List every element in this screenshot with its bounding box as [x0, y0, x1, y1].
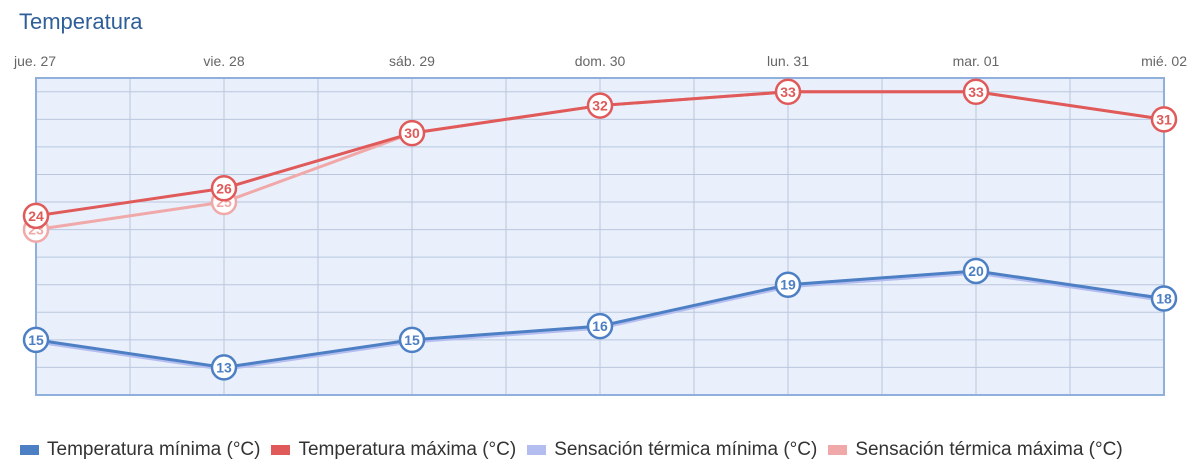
- data-label-max: 30: [404, 125, 420, 141]
- data-label-max: 32: [592, 98, 608, 114]
- legend-label-min: Temperatura mínima (°C): [47, 439, 261, 460]
- legend-label-feel-max: Sensación térmica máxima (°C): [855, 439, 1123, 460]
- point-max: [586, 92, 614, 119]
- data-label-min: 19: [780, 277, 796, 293]
- data-label-max: 33: [968, 84, 984, 100]
- point-max: [962, 78, 990, 106]
- data-label-max: 33: [780, 84, 796, 100]
- data-label-min: 18: [1156, 291, 1172, 307]
- point-min: [1150, 285, 1178, 312]
- point-max: [1150, 106, 1178, 133]
- data-label-max: 31: [1156, 111, 1172, 127]
- point-max: [774, 78, 802, 106]
- x-tick-label: mar. 01: [953, 53, 1000, 69]
- legend-label-max: Temperatura máxima (°C): [298, 439, 517, 460]
- x-tick-label: vie. 28: [203, 53, 244, 69]
- point-max: [210, 175, 238, 202]
- legend-item-feel-min[interactable]: Sensación térmica mínima (°C): [527, 439, 817, 461]
- data-label-min: 16: [592, 318, 608, 334]
- x-tick-label: lun. 31: [767, 53, 809, 69]
- temperature-chart: jue. 27 vie. 28 sáb. 29 dom. 30 lun. 31 mar. …: [13, 53, 1187, 396]
- x-tick-label: mié. 02: [1141, 53, 1187, 69]
- data-label-min: 13: [216, 359, 232, 375]
- point-min: [22, 326, 50, 354]
- point-min: [962, 257, 990, 285]
- x-tick-label: dom. 30: [575, 53, 626, 69]
- point-min: [586, 312, 614, 340]
- chart-title: Temperatura: [19, 9, 143, 34]
- point-max: [398, 119, 426, 147]
- data-label-max: 26: [216, 180, 232, 196]
- data-label-min: 15: [404, 332, 420, 348]
- legend-swatch-feel-max: [828, 445, 848, 455]
- point-min: [398, 326, 426, 354]
- point-min: [774, 271, 802, 298]
- legend-item-min[interactable]: Temperatura mínima (°C): [20, 439, 260, 461]
- point-max: [22, 202, 50, 230]
- legend-item-feel-max[interactable]: Sensación térmica máxima (°C): [828, 439, 1123, 461]
- x-tick-label: jue. 27: [13, 53, 56, 69]
- chart-legend: Temperatura mínima (°C) Temperatura máxi…: [20, 437, 1134, 463]
- data-label-max: 24: [28, 208, 44, 224]
- legend-swatch-min: [20, 445, 39, 455]
- x-tick-label: sáb. 29: [389, 53, 435, 69]
- legend-swatch-feel-min: [527, 445, 547, 455]
- point-min: [210, 354, 238, 381]
- data-label-min: 15: [28, 332, 44, 348]
- legend-label-feel-min: Sensación térmica mínima (°C): [554, 439, 818, 460]
- legend-swatch-max: [271, 445, 291, 455]
- data-label-min: 20: [968, 263, 984, 279]
- legend-item-max[interactable]: Temperatura máxima (°C): [271, 439, 516, 461]
